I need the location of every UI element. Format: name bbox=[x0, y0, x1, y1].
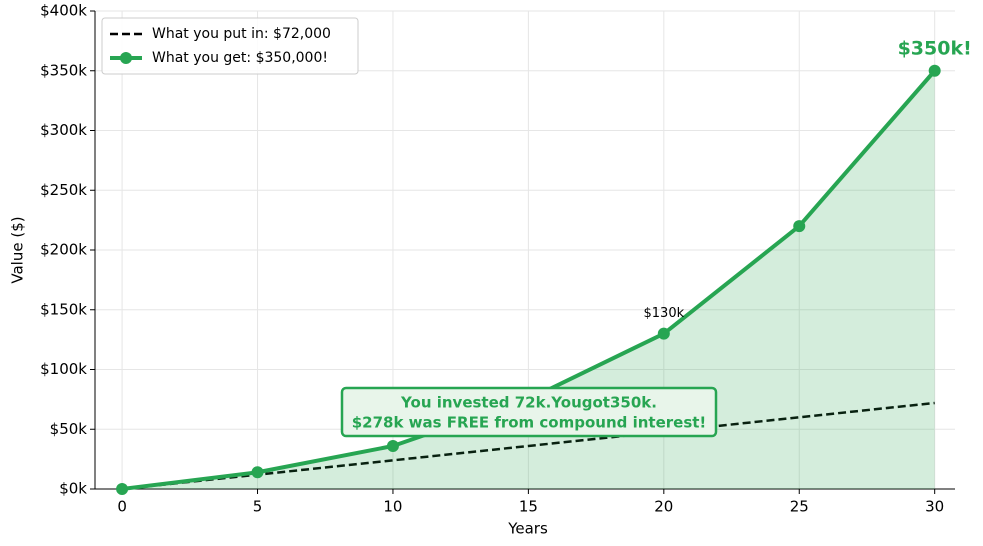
legend-box bbox=[101, 17, 359, 75]
x-tick-label: 25 bbox=[790, 498, 809, 516]
y-tick-label: $100k bbox=[40, 360, 87, 378]
x-tick-label: 20 bbox=[654, 498, 673, 516]
y-tick-label: $350k bbox=[40, 61, 87, 79]
x-tick-label: 30 bbox=[925, 498, 944, 516]
legend-label: What you put in: $72,000 bbox=[152, 26, 331, 42]
y-tick-label: $300k bbox=[40, 121, 87, 139]
annotation-box bbox=[340, 386, 718, 438]
marker bbox=[116, 483, 129, 495]
marker bbox=[657, 327, 670, 340]
y-tick-label: $50k bbox=[50, 420, 88, 438]
legend-label: What you get: $350,000! bbox=[152, 50, 328, 66]
y-tick-label: $250k bbox=[40, 181, 87, 199]
marker bbox=[928, 64, 941, 77]
x-tick-label: 10 bbox=[383, 498, 402, 516]
y-tick-label: $400k bbox=[40, 2, 87, 20]
marker bbox=[386, 439, 399, 452]
y-tick-label: $0k bbox=[59, 480, 87, 498]
value-label: $130k bbox=[644, 306, 685, 321]
x-tick-label: 15 bbox=[519, 498, 538, 516]
y-axis-label: Value ($) bbox=[9, 216, 27, 283]
x-tick-label: 0 bbox=[117, 498, 127, 516]
y-tick-label: $200k bbox=[40, 241, 87, 259]
x-tick-label: 5 bbox=[253, 498, 263, 516]
area bbox=[122, 70, 935, 489]
marker bbox=[251, 466, 264, 479]
value-label: $350k! bbox=[898, 37, 972, 59]
marker bbox=[793, 220, 806, 233]
y-tick-label: $150k bbox=[40, 300, 87, 318]
legend-marker bbox=[120, 52, 132, 64]
x-axis-label: Years bbox=[507, 520, 548, 538]
annotation-text: You invested 72k.Yougot350k. bbox=[400, 394, 657, 412]
annotation-text: $278k was FREE from compound interest! bbox=[352, 414, 707, 432]
